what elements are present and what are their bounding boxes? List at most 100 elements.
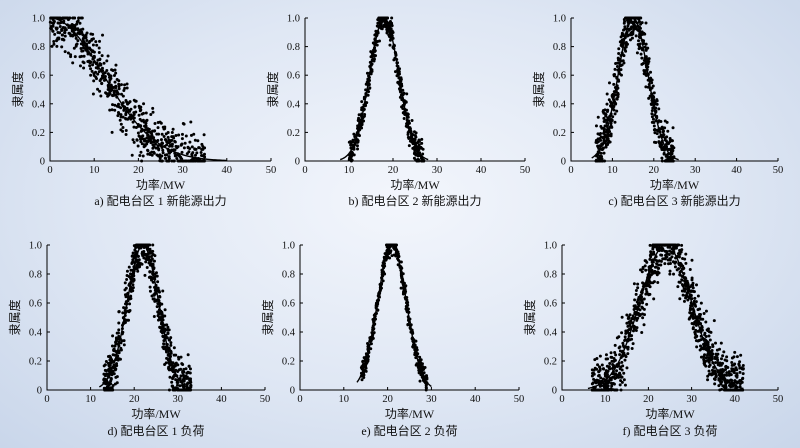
scatter-point [604,124,607,128]
scatter-point [698,307,702,311]
scatter-point [167,361,171,365]
scatter-point [648,257,652,261]
scatter-point [634,292,638,296]
scatter-point [111,334,115,338]
scatter-point [178,159,182,163]
scatter-point [130,287,134,291]
scatter-point [415,362,419,366]
scatter-point [418,379,422,383]
scatter-point [362,376,366,380]
scatter-point [630,36,634,40]
scatter-point [625,313,629,317]
scatter-point [420,141,424,145]
scatter-point [173,148,177,152]
scatter-point [646,46,650,50]
scatter-point [165,323,169,327]
scatter-point [615,97,619,101]
scatter-point [80,49,84,53]
scatter-point [655,99,659,103]
scatter-point [610,384,614,388]
scatter-point [613,376,617,380]
panel-caption: f) 配电台区 3 负荷 [623,423,718,438]
scatter-point [650,115,654,119]
scatter-point [623,358,627,362]
scatter-point [75,20,79,24]
x-tick-label: 10 [607,165,618,176]
scatter-point [127,318,131,322]
scatter-point [668,269,672,273]
scatter-point [362,119,366,123]
scatter-point [649,281,653,285]
scatter-point [150,153,154,157]
scatter-point [98,62,102,66]
scatter-point [714,374,718,378]
y-tick-label: 0.2 [544,357,557,368]
scatter-point [174,134,178,138]
x-tick-label: 20 [649,165,660,176]
scatter-point [144,124,148,128]
scatter-point [89,48,93,52]
x-tick-label: 0 [47,165,52,176]
scatter-point [720,387,724,391]
scatter-point [716,358,720,362]
axis-lines [46,245,265,391]
scatter-point [706,345,710,349]
scatter-point [53,32,57,36]
scatter-point [141,111,145,115]
scatter-point [124,99,128,103]
scatter-point [74,27,78,31]
scatter-point [612,73,616,77]
scatter-point [49,26,53,30]
scatter-point [113,80,117,84]
scatter-point [106,361,110,365]
scatter-point [636,286,640,290]
scatter-point [609,101,613,105]
scatter-point [134,99,138,103]
scatter-point [135,243,139,247]
scatter-point [161,151,165,155]
x-tick-label: 0 [44,394,49,405]
panel-caption: b) 配电台区 2 新能源出力 [349,193,482,208]
scatter-point [154,271,158,275]
scatter-point [665,120,669,124]
scatter-point [121,311,125,315]
y-tick-label: 1.0 [29,241,42,252]
scatter-point [188,140,192,144]
scatter-point [602,151,606,155]
scatter-point [679,250,683,254]
scatter-point [141,154,145,158]
scatter-point [412,156,416,160]
scatter-point [107,93,111,97]
scatter-point [686,298,690,302]
scatter-point [596,115,600,119]
scatter-point [643,32,647,36]
scatter-point [700,346,704,350]
scatter-point [161,148,165,152]
scatter-point [694,323,698,327]
scatter-point [181,371,185,375]
scatter-point [592,388,596,392]
scatter-point [167,328,171,332]
scatter-point [637,39,641,43]
scatter-point [698,315,702,319]
scatter-point [594,124,598,128]
scatter-point [619,388,623,392]
scatter-point [717,377,721,381]
scatter-point [605,364,609,368]
scatter-point [131,258,135,262]
scatter-point [190,145,194,149]
scatter-point [644,268,648,272]
scatter-point [168,144,172,148]
scatter-point [652,297,656,301]
scatter-point [155,305,159,309]
scatter-point [605,138,609,142]
scatter-point [615,65,619,69]
scatter-point [635,300,639,304]
x-axis-label: 功率/MW [385,406,435,421]
scatter-point [119,122,123,126]
scatter-point [634,16,638,20]
scatter-point [656,259,660,263]
scatter-point [366,345,370,349]
x-axis-label: 功率/MW [131,406,181,421]
scatter-point [603,108,607,112]
